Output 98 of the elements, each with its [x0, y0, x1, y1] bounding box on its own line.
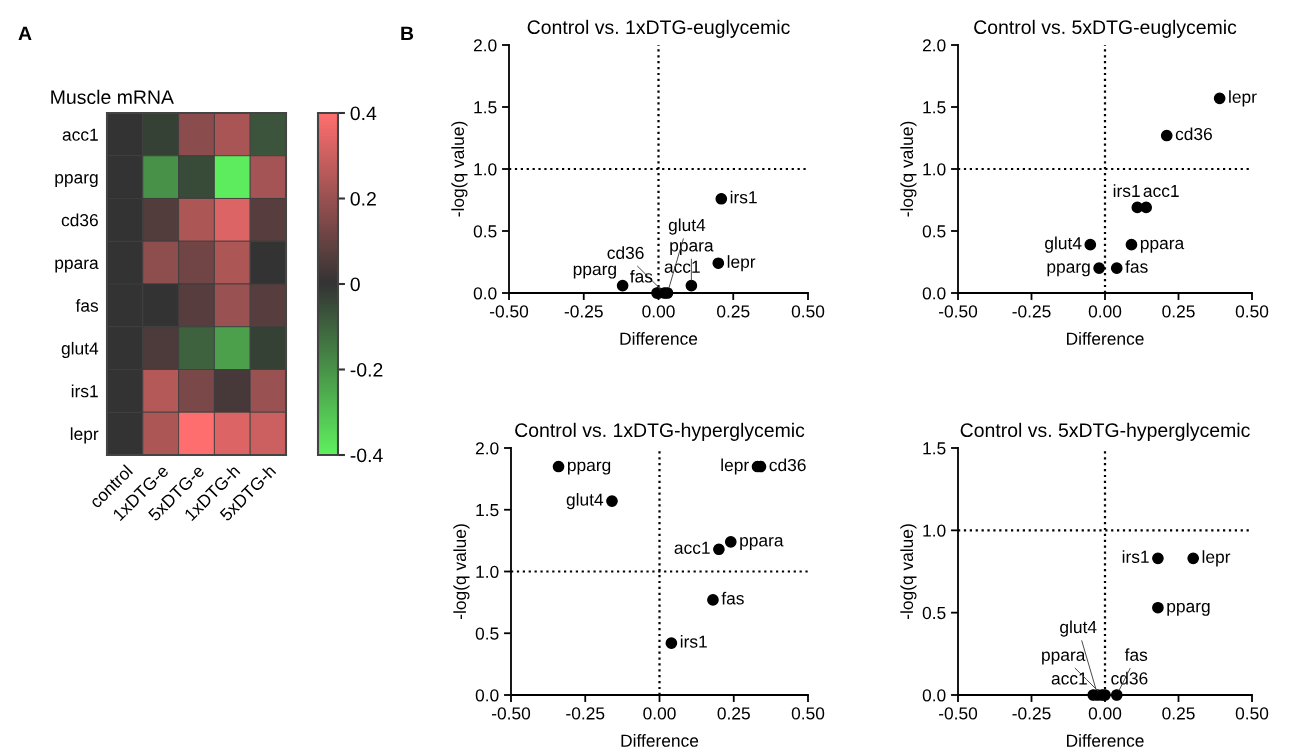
annotation: fas: [630, 269, 653, 283]
annotation: cd36: [1175, 127, 1212, 141]
x-tick-label: 0.25: [717, 707, 750, 720]
annotation: cd36: [769, 458, 806, 472]
y-tick-label: 0.5: [475, 627, 499, 640]
y-tick-label: 1.0: [476, 565, 499, 578]
annotation: ppara: [670, 242, 714, 255]
y-axis-title: -log(q value): [900, 524, 917, 619]
x-tick-label: -0.25: [564, 305, 603, 318]
annotation: pparg: [567, 461, 611, 475]
y-tick-label: 0.5: [473, 225, 497, 238]
annotation: ppara: [1140, 239, 1185, 253]
color-bar-label: 0.2: [350, 191, 376, 206]
x-tick-label: 0.25: [1162, 305, 1195, 318]
annotation: fas: [721, 591, 744, 605]
annotation: lepr: [721, 458, 749, 475]
y-tick-label: 1.5: [923, 442, 946, 455]
annotation: glut4: [1060, 620, 1097, 637]
x-tick-label: 0.00: [642, 305, 675, 318]
chart-title: Muscle mRNA: [51, 89, 174, 105]
y-tick-label: acc1: [62, 128, 98, 141]
y-tick-label: irs1: [71, 384, 98, 398]
y-tick-label: fas: [75, 299, 99, 312]
y-tick-label: 2.0: [475, 442, 499, 455]
y-tick-label: 0.5: [922, 606, 946, 620]
annotation: irs1: [680, 635, 707, 648]
color-bar-label: 0.4: [350, 106, 377, 121]
x-tick-label: -0.25: [1012, 707, 1051, 720]
y-axis-title: -log(q value): [453, 524, 470, 619]
y-tick-label: 1.5: [923, 101, 946, 114]
annotation: ppara: [1042, 651, 1086, 665]
annotation: acc1: [1051, 672, 1087, 685]
annotation: ppara: [740, 537, 784, 550]
y-tick-label: 1.0: [923, 163, 946, 176]
y-tick-label: 0.0: [922, 689, 946, 702]
y-axis-title: -log(q value): [900, 121, 917, 217]
annotation: lepr: [1202, 550, 1231, 567]
annotation: pparg: [573, 265, 616, 279]
y-tick-label: 0.0: [473, 287, 497, 300]
chart-title: Control vs. 1xDTG-hyperglycemic: [515, 422, 805, 441]
x-tick-label: -0.50: [938, 707, 978, 720]
text: B: [401, 26, 414, 41]
y-tick-label: 1.0: [474, 163, 497, 176]
y-tick-label: 1.0: [923, 524, 946, 537]
x-tick-label: 0.00: [1088, 305, 1122, 318]
annotation: irs1: [730, 190, 757, 204]
color-bar-label: -0.2: [350, 362, 383, 377]
y-axis-title: -log(q value): [451, 121, 468, 217]
annotation: fas: [1125, 260, 1148, 273]
y-tick-label: pparg: [55, 174, 98, 188]
x-axis-title: Difference: [1067, 734, 1144, 747]
annotation: cd36: [1111, 671, 1148, 685]
x-axis-title: Difference: [620, 332, 698, 345]
annotation: fas: [1124, 648, 1148, 662]
x-axis-title: Difference: [1067, 332, 1144, 345]
x-tick-label: -0.25: [566, 707, 605, 720]
color-bar-label: -0.4: [350, 448, 383, 463]
annotation: glut4: [1045, 236, 1082, 253]
chart-title: Control vs. 1xDTG-euglycemic: [527, 19, 790, 38]
y-tick-label: 0.5: [922, 225, 946, 238]
annotation: glut4: [668, 218, 706, 235]
annotation: lepr: [727, 255, 756, 272]
y-tick-label: cd36: [61, 213, 98, 227]
y-tick-label: 2.0: [922, 39, 946, 52]
y-tick-label: 0.0: [475, 689, 499, 702]
x-axis-title: Difference: [621, 734, 699, 747]
x-tick-label: -0.25: [1012, 305, 1051, 318]
x-tick-label: 0.50: [1235, 305, 1269, 318]
y-tick-label: 0.0: [922, 287, 946, 300]
annotation: glut4: [566, 493, 604, 510]
y-tick-label: 1.5: [474, 101, 497, 114]
y-tick-label: 2.0: [473, 39, 497, 52]
color-bar-label: 0: [350, 277, 360, 292]
x-tick-label: 0.25: [1162, 707, 1195, 720]
text: A: [18, 26, 32, 41]
x-tick-label: 0.00: [1088, 707, 1122, 720]
annotation: pparg: [1047, 263, 1090, 277]
x-tick-label: -0.50: [938, 305, 978, 318]
y-tick-label: 1.5: [476, 504, 499, 517]
annotation: acc1: [674, 541, 710, 554]
x-tick-label: -0.50: [489, 305, 529, 318]
y-tick-label: ppara: [55, 259, 99, 273]
annotation: lepr: [1229, 90, 1257, 107]
x-tick-label: 0.25: [717, 305, 750, 318]
annotation: pparg: [1167, 602, 1210, 616]
y-tick-label: glut4: [61, 341, 99, 359]
annotation: acc1: [1143, 184, 1179, 198]
x-tick-label: 0.50: [791, 305, 825, 318]
annotation: cd36: [607, 246, 644, 260]
x-tick-label: 0.50: [1235, 707, 1269, 720]
chart-title: Control vs. 5xDTG-euglycemic: [974, 19, 1237, 38]
chart-title: Control vs. 5xDTG-hyperglycemic: [960, 422, 1250, 441]
x-tick-label: -0.50: [491, 707, 531, 720]
annotation: irs1: [1113, 184, 1140, 198]
x-tick-label: 0.50: [791, 707, 825, 720]
y-tick-label: lepr: [70, 427, 99, 444]
x-tick-label: 0.00: [643, 707, 676, 720]
annotation: irs1: [1122, 550, 1149, 563]
